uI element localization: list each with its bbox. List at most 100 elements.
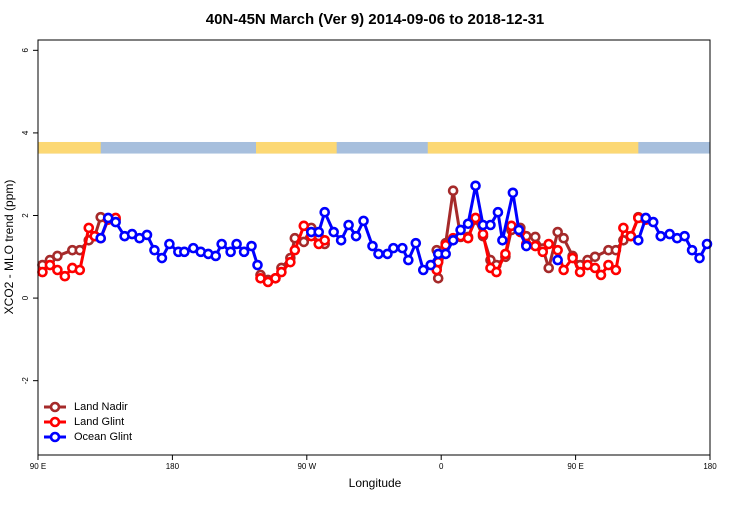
data-point (95, 232, 107, 244)
data-point (679, 230, 690, 242)
plot-frame (37, 39, 711, 456)
data-point (225, 246, 236, 258)
y-tick-label: 2 (21, 213, 30, 218)
data-point (216, 238, 227, 250)
legend-label: Land Nadir (74, 401, 128, 413)
data-point (110, 216, 121, 228)
data-point (640, 212, 652, 224)
data-point (552, 254, 563, 266)
data-point (485, 219, 496, 231)
data-point (470, 212, 481, 224)
data-point (102, 212, 114, 224)
x-tick-label: 0 (439, 462, 444, 471)
data-point (462, 218, 474, 230)
x-tick-label: 90 E (567, 462, 583, 471)
data-point (37, 266, 48, 278)
data-point (603, 259, 614, 271)
data-point (367, 240, 378, 252)
data-point (574, 266, 586, 278)
data-point (618, 222, 629, 234)
x-tick-label: 180 (703, 462, 717, 471)
data-point (491, 266, 502, 278)
data-point (358, 215, 369, 227)
data-point (388, 242, 399, 254)
data-point (567, 252, 578, 264)
data-point (529, 231, 541, 243)
y-axis-label: XCO2 - MLO trend (ppm) (2, 180, 16, 315)
legend-label: Land Glint (74, 416, 124, 428)
data-point (543, 238, 555, 250)
legend-marker (49, 416, 61, 428)
data-point (252, 259, 263, 271)
data-point (298, 220, 310, 232)
land-band (256, 141, 337, 154)
data-point (513, 224, 525, 236)
data-point (492, 206, 504, 218)
data-point (432, 272, 444, 284)
data-point (447, 234, 459, 246)
data-point (179, 246, 190, 258)
data-point (477, 228, 489, 240)
data-point (625, 230, 637, 242)
data-point (231, 238, 242, 250)
data-point (417, 264, 429, 276)
data-point (285, 256, 296, 268)
data-point (328, 226, 339, 238)
data-point (552, 226, 563, 238)
data-point (373, 248, 384, 260)
data-point (270, 272, 281, 284)
data-point (319, 206, 331, 218)
legend-marker (49, 431, 61, 443)
data-point (537, 246, 549, 258)
data-point (521, 240, 532, 252)
data-point (149, 244, 160, 256)
data-point (686, 244, 698, 256)
x-tick-label: 90 W (297, 462, 316, 471)
data-point (447, 185, 459, 197)
data-point (701, 238, 713, 250)
data-point (164, 238, 175, 250)
ocean-band (38, 141, 710, 154)
y-tick-label: -2 (21, 377, 30, 385)
data-point (83, 222, 95, 234)
legend-label: Ocean Glint (74, 431, 132, 443)
x-tick-label: 90 E (30, 462, 46, 471)
data-point (335, 234, 347, 246)
data-point (610, 264, 622, 276)
data-point (403, 254, 414, 266)
data-point (246, 240, 257, 252)
data-point (500, 248, 511, 260)
data-point (664, 228, 675, 240)
land-band (38, 141, 101, 154)
data-point (655, 230, 667, 242)
y-tick-label: 0 (21, 295, 30, 300)
data-point (210, 250, 222, 262)
y-tick-label: 6 (21, 48, 30, 53)
data-point (647, 216, 659, 228)
data-point (552, 244, 563, 256)
legend-marker (49, 401, 61, 413)
data-point (425, 259, 437, 271)
data-point (382, 248, 393, 260)
data-point (558, 232, 569, 244)
data-point (506, 220, 517, 232)
data-point (462, 232, 474, 244)
data-point (343, 219, 354, 231)
data-point (276, 266, 287, 278)
data-point (497, 234, 508, 246)
data-point (558, 264, 569, 276)
data-point (397, 242, 408, 254)
data-point (156, 252, 168, 264)
data-point (633, 234, 644, 246)
data-point (350, 230, 362, 242)
data-point (289, 244, 301, 256)
data-point (313, 226, 325, 238)
land-band (427, 141, 639, 154)
data-point (298, 236, 310, 248)
y-tick-label: 4 (21, 130, 30, 135)
data-point (410, 237, 422, 249)
data-point (595, 269, 607, 281)
data-point (507, 187, 519, 199)
